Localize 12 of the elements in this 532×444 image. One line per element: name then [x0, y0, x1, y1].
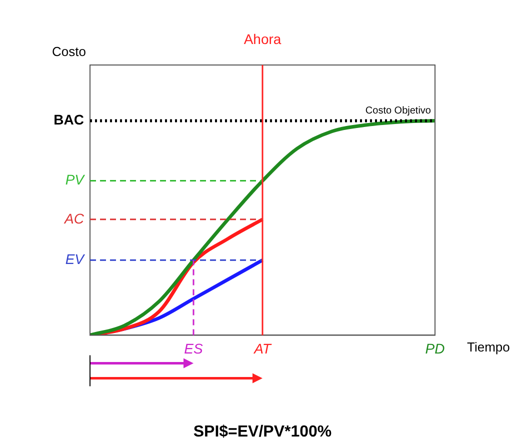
- x-tick-label: AT: [253, 340, 272, 356]
- ref-line-label: Ahora: [244, 30, 282, 47]
- annotation: Costo Objetivo: [365, 106, 432, 117]
- x-tick-label: ES: [184, 340, 204, 356]
- x-tick-label: PD: [425, 340, 445, 356]
- x-axis-title: Tiempo: [467, 339, 510, 354]
- ref-line-label: BAC: [54, 112, 84, 128]
- ref-line-label: PV: [65, 172, 86, 188]
- ref-line-label: AC: [64, 210, 85, 226]
- text: SPI$=EV/PV*100%: [193, 423, 332, 440]
- y-axis-title: Costo: [52, 44, 86, 60]
- ref-line-label: EV: [65, 251, 86, 268]
